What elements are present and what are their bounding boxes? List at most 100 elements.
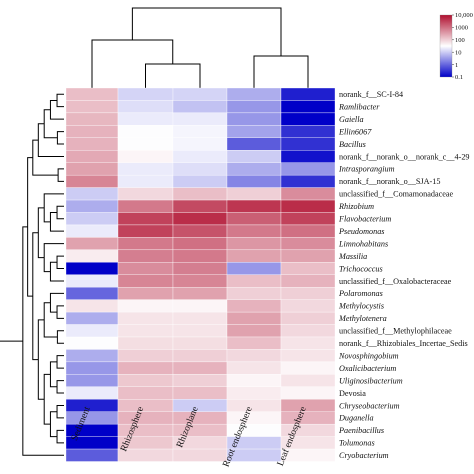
heatmap-cell bbox=[172, 224, 228, 238]
heatmap-cell bbox=[172, 150, 228, 163]
dendrogram-branch bbox=[56, 404, 64, 419]
heatmap-cell bbox=[117, 336, 174, 350]
heatmap-cell bbox=[226, 287, 282, 300]
heatmap-cell bbox=[172, 411, 228, 425]
row-label: Chryseobacterium bbox=[339, 401, 400, 410]
heatmap-cell bbox=[280, 112, 336, 126]
heatmap-cell bbox=[172, 162, 228, 176]
heatmap-cell bbox=[226, 112, 282, 126]
row-label: unclassified_f__Comamonadaceae bbox=[339, 190, 453, 199]
heatmap-cell bbox=[65, 224, 119, 238]
dendrogram-branch bbox=[37, 319, 45, 400]
heatmap-cell bbox=[117, 199, 174, 213]
heatmap-cell bbox=[226, 224, 282, 238]
legend-tick-label: 10,000 bbox=[455, 12, 473, 19]
row-label: Oxalicibacterium bbox=[339, 364, 396, 373]
heatmap-cell bbox=[226, 150, 282, 163]
heatmap-cell bbox=[172, 212, 228, 226]
dendrogram-branch bbox=[253, 55, 309, 88]
heatmap-cell bbox=[280, 150, 336, 163]
dendrogram-branch bbox=[56, 93, 64, 108]
heatmap-cell bbox=[65, 299, 119, 313]
dendrogram-branch bbox=[43, 373, 51, 425]
row-label: Rhizobium bbox=[338, 202, 374, 211]
color-scale-ticks: 10,000 1000 100 10 1 0.1 bbox=[452, 12, 473, 81]
heatmap-cell bbox=[117, 162, 174, 176]
heatmap-cell bbox=[65, 361, 119, 375]
heatmap-cell bbox=[117, 187, 174, 201]
heatmap-cell bbox=[65, 262, 119, 275]
heatmap-cell bbox=[65, 199, 119, 213]
heatmap-cell bbox=[65, 162, 119, 176]
row-label: Gaiella bbox=[339, 115, 364, 124]
heatmap-cell bbox=[117, 411, 174, 425]
heatmap-cell bbox=[226, 199, 282, 213]
dendrogram-branch bbox=[32, 232, 39, 361]
heatmap-cell bbox=[117, 237, 174, 251]
heatmap-cell bbox=[280, 237, 336, 251]
row-label: Methylotenera bbox=[338, 314, 387, 323]
heatmap-cell bbox=[117, 324, 174, 338]
heatmap-cell bbox=[280, 386, 336, 400]
dendrogram-branch bbox=[32, 139, 59, 176]
row-label: Devosia bbox=[339, 389, 366, 398]
row-label: norank_f__Rhizobiales_Incertae_Sedis bbox=[339, 339, 468, 348]
heatmap-cell bbox=[226, 336, 282, 350]
heatmap-cell bbox=[65, 274, 119, 288]
heatmap-cell bbox=[280, 448, 336, 462]
heatmap-cell bbox=[280, 349, 336, 363]
color-scale-bar bbox=[439, 14, 453, 78]
heatmap-cell bbox=[226, 249, 282, 263]
heatmap-cell bbox=[65, 411, 119, 425]
heatmap-cell bbox=[280, 287, 336, 300]
legend-tick-label: 1 bbox=[455, 62, 458, 69]
heatmap-cell bbox=[65, 386, 119, 400]
row-label: Cryobacterium bbox=[339, 451, 389, 460]
heatmap-cell bbox=[65, 174, 119, 188]
heatmap-cell bbox=[172, 237, 228, 251]
heatmap-cell bbox=[280, 174, 336, 188]
heatmap-cell bbox=[172, 187, 228, 201]
heatmap-cell bbox=[172, 199, 228, 213]
dendrogram-branch bbox=[57, 168, 64, 182]
heatmap-cell bbox=[280, 411, 336, 425]
dendrogram-branch bbox=[43, 193, 64, 223]
dendrogram-branch bbox=[56, 205, 64, 220]
heatmap-cell bbox=[280, 324, 336, 338]
dendrogram-branch bbox=[49, 411, 58, 438]
row-label: unclassified_f__Oxalobacteraceae bbox=[339, 277, 452, 286]
legend-tick-label: 100 bbox=[455, 37, 465, 44]
heatmap-cell bbox=[280, 100, 336, 114]
dendrogram-branch bbox=[56, 355, 64, 369]
heatmap-cell bbox=[226, 237, 282, 251]
row-label: Massilia bbox=[338, 252, 367, 261]
heatmap-cell bbox=[172, 112, 228, 126]
heatmap-cell bbox=[65, 374, 119, 387]
heatmap-cell bbox=[65, 187, 119, 201]
row-label: Flavobacterium bbox=[338, 215, 391, 224]
heatmap-cell bbox=[172, 125, 228, 138]
heatmap-cell bbox=[172, 87, 228, 101]
dendrogram-branch bbox=[131, 7, 282, 56]
heatmap-cell bbox=[65, 150, 119, 163]
row-label: Intrasporangium bbox=[338, 165, 395, 174]
heatmap-cell bbox=[65, 287, 119, 300]
row-label: Ellin6067 bbox=[338, 127, 372, 136]
heatmap-cell bbox=[172, 299, 228, 313]
dendrogram-branch bbox=[27, 157, 33, 297]
heatmap-cell bbox=[117, 100, 174, 114]
heatmap-cell bbox=[226, 386, 282, 400]
heatmap-cell bbox=[226, 311, 282, 325]
heatmap-cell bbox=[280, 137, 336, 151]
heatmap-cells bbox=[65, 87, 336, 462]
heatmap-cell bbox=[117, 212, 174, 226]
row-label: Paenibacillus bbox=[338, 426, 384, 435]
row-label: Tolumonas bbox=[339, 439, 375, 448]
heatmap-cell bbox=[172, 374, 228, 387]
heatmap-cell bbox=[65, 249, 119, 263]
dendrogram-branch bbox=[145, 63, 201, 88]
dendrogram-branch bbox=[56, 380, 64, 394]
heatmap-cell bbox=[172, 174, 228, 188]
heatmap-cell bbox=[226, 87, 282, 101]
column-dendrogram bbox=[91, 7, 309, 88]
